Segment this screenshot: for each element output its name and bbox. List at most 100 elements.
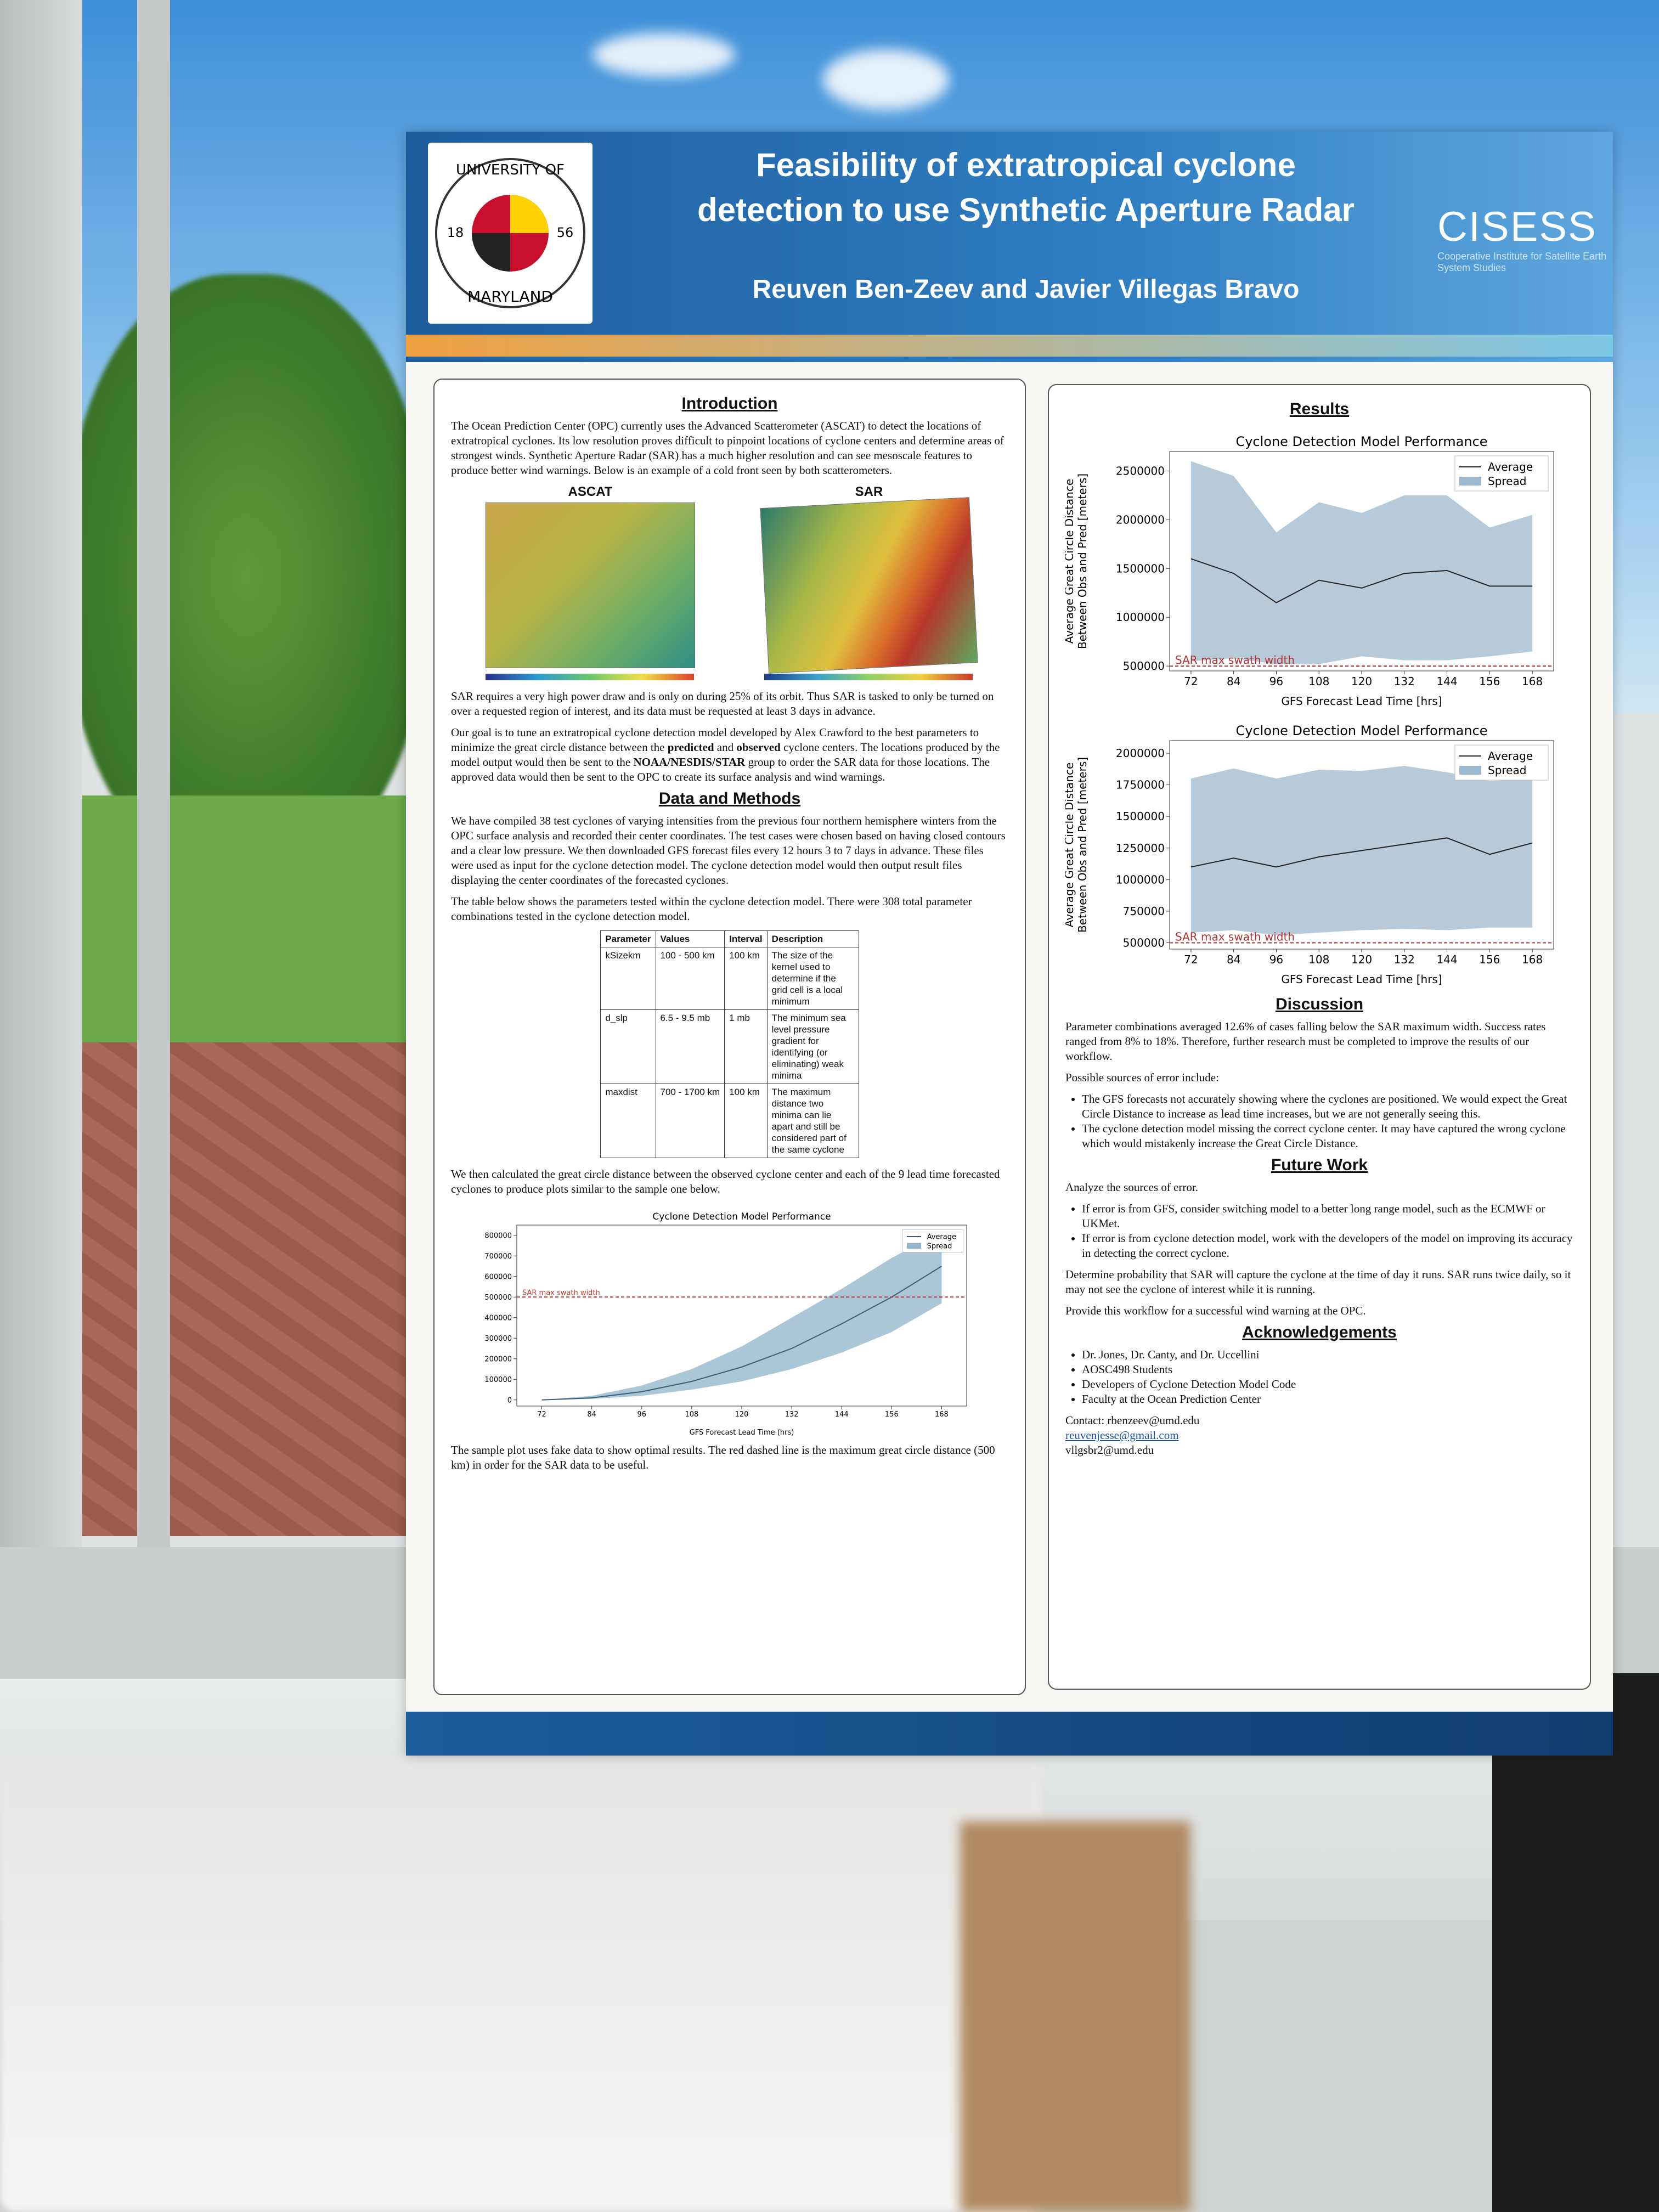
parameter-table: Parameter Values Interval Description kSizek…: [600, 930, 859, 1158]
paragraph: Determine probability that SAR will capt…: [1065, 1267, 1573, 1297]
logo-right: 56: [557, 225, 574, 240]
x-tick-label: 96: [1269, 675, 1283, 688]
threshold-label: SAR max swath width: [522, 1289, 600, 1297]
cloud: [823, 49, 949, 110]
x-axis-label: GFS Forecast Lead Time [hrs]: [1281, 973, 1442, 986]
x-tick-label: 84: [1227, 675, 1240, 688]
y-tick-label: 1000000: [1116, 611, 1165, 624]
x-tick-label: 72: [1184, 953, 1198, 966]
bullet-item: If error is from GFS, consider switching…: [1082, 1201, 1573, 1231]
partner-logo: CISESS Cooperative Institute for Satelli…: [1437, 203, 1607, 274]
contact-line: vllgsbr2@umd.edu: [1065, 1443, 1154, 1457]
legend-swatch: [1459, 477, 1481, 486]
legend-label: Spread: [1488, 764, 1526, 777]
table-cell: 700 - 1700 km: [655, 1084, 725, 1158]
contact: Contact: rbenzeev@umd.edu reuvenjesse@gm…: [1065, 1413, 1573, 1458]
results-chart: Cyclone Detection Model Performance 50000…: [1063, 723, 1554, 986]
y-tick-label: 1000000: [1116, 873, 1165, 886]
text-segment: NOAA/NESDIS/STAR: [633, 755, 746, 769]
title-line: detection to use Synthetic Aperture Rada…: [697, 191, 1355, 228]
y-tick-label: 100000: [484, 1376, 512, 1384]
x-tick-label: 156: [885, 1410, 899, 1419]
table-cell: 100 - 500 km: [655, 947, 725, 1010]
y-tick-label: 500000: [1123, 936, 1165, 949]
text-segment: and: [714, 741, 737, 754]
paragraphs: SAR requires a very high power draw and …: [451, 689, 1008, 785]
section-heading: Future Work: [1271, 1156, 1368, 1174]
x-tick-label: 72: [1184, 675, 1198, 688]
poster: UNIVERSITY OF MARYLAND 18 56 Feasibility…: [406, 132, 1613, 1756]
text-segment: We have compiled 38 test cyclones of var…: [451, 814, 1006, 887]
y-tick-label: 2000000: [1116, 513, 1165, 526]
text-segment: observed: [736, 741, 781, 754]
partner-name: CISESS: [1437, 204, 1597, 250]
paragraphs: We then calculated the great circle dist…: [451, 1167, 1008, 1197]
bullet-list: Dr. Jones, Dr. Canty, and Dr. UccelliniA…: [1065, 1347, 1573, 1407]
table-cell: 100 km: [724, 947, 768, 1010]
poster-header: [406, 132, 1613, 362]
bullet-item: Developers of Cyclone Detection Model Co…: [1082, 1377, 1573, 1392]
contact-line: reuvenjesse@gmail.com: [1065, 1429, 1179, 1442]
x-tick-label: 84: [587, 1410, 596, 1419]
legend-label: Average: [927, 1233, 956, 1242]
logo-left: 18: [447, 225, 464, 240]
x-tick-label: 96: [1269, 953, 1283, 966]
x-tick-label: 168: [1522, 675, 1543, 688]
bullet-item: The cyclone detection model missing the …: [1082, 1121, 1573, 1151]
table-header-cell: Parameter: [600, 930, 656, 947]
x-tick-label: 120: [735, 1410, 749, 1419]
x-axis-label: GFS Forecast Lead Time [hrs]: [1281, 695, 1442, 708]
paragraph: We have compiled 38 test cyclones of var…: [451, 814, 1008, 888]
section-heading: Discussion: [1275, 995, 1364, 1013]
x-tick-label: 120: [1351, 953, 1372, 966]
sample-chart: Cyclone Detection Model Performance 0 1000…: [484, 1211, 967, 1437]
average-line: [1190, 558, 1533, 603]
text-segment: predicted: [667, 741, 714, 754]
y-tick-label: 600000: [484, 1273, 512, 1281]
paragraph: Our goal is to tune an extratropical cyc…: [451, 725, 1008, 785]
legend-label: Spread: [1488, 475, 1526, 488]
threshold-label: SAR max swath width: [1175, 653, 1295, 667]
table-cell: The maximum distance two minima can lie …: [766, 1084, 859, 1158]
paragraphs: The sample plot uses fake data to show o…: [451, 1443, 1008, 1472]
legend-swatch: [907, 1243, 921, 1249]
x-tick-label: 108: [1308, 675, 1329, 688]
paragraph: SAR requires a very high power draw and …: [451, 689, 1008, 719]
average-line: [541, 1266, 942, 1401]
paragraph: The table below shows the parameters tes…: [451, 894, 1008, 924]
x-tick-label: 168: [935, 1410, 949, 1419]
bullet-item: Faculty at the Ocean Prediction Center: [1082, 1392, 1573, 1407]
paragraphs: Analyze the sources of error.: [1065, 1180, 1573, 1195]
text-segment: Determine probability that SAR will capt…: [1065, 1268, 1571, 1296]
y-tick-label: 200000: [484, 1355, 512, 1363]
text-segment: Analyze the sources of error.: [1065, 1181, 1198, 1194]
seal-quadrant: [472, 233, 510, 272]
contact-line: Contact: rbenzeev@umd.edu: [1065, 1414, 1200, 1427]
y-tick-label: 500000: [484, 1294, 512, 1302]
table-cell: 1 mb: [724, 1009, 768, 1084]
ascat-image: [486, 503, 695, 668]
results-chart: Cyclone Detection Model Performance 50000…: [1063, 434, 1554, 708]
text-segment: Possible sources of error include:: [1065, 1071, 1219, 1084]
y-tick-label: 1500000: [1116, 810, 1165, 823]
x-tick-label: 168: [1522, 953, 1543, 966]
image-pair: ASCAT SAR: [451, 484, 1008, 680]
paragraph: The sample plot uses fake data to show o…: [451, 1443, 1008, 1472]
partner-subtitle: Cooperative Institute for Satellite Eart…: [1437, 251, 1607, 273]
legend-swatch: [1459, 766, 1481, 775]
text-segment: We then calculated the great circle dist…: [451, 1167, 1000, 1195]
section-heading: Data and Methods: [658, 789, 801, 808]
text-segment: group to order the SAR data for those lo…: [451, 755, 990, 783]
table-header-cell: Interval: [724, 930, 768, 947]
authors: Reuven Ben-Zeev and Javier Villegas Brav…: [752, 275, 1300, 304]
paragraph: We then calculated the great circle dist…: [451, 1167, 1008, 1197]
y-tick-label: 400000: [484, 1314, 512, 1322]
y-tick-label: 1750000: [1116, 778, 1165, 792]
chart-title: Cyclone Detection Model Performance: [1235, 434, 1487, 449]
bullet-list: If error is from GFS, consider switching…: [1065, 1201, 1573, 1261]
tree: [66, 274, 428, 878]
bullet-item: AOSC498 Students: [1082, 1362, 1573, 1377]
y-tick-label: 750000: [1123, 905, 1165, 918]
window-frame: [0, 0, 82, 1701]
